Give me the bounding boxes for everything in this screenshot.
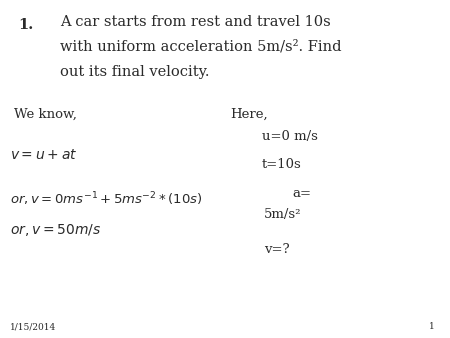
- Text: $or, v=0ms^{-1}+5ms^{-2}*(10s)$: $or, v=0ms^{-1}+5ms^{-2}*(10s)$: [10, 190, 202, 208]
- Text: We know,: We know,: [14, 108, 77, 121]
- Text: v=?: v=?: [264, 243, 290, 256]
- Text: 5m/s²: 5m/s²: [264, 208, 302, 221]
- Text: a=: a=: [292, 187, 311, 200]
- Text: t=10s: t=10s: [262, 158, 302, 171]
- Text: $or, v=50m/s$: $or, v=50m/s$: [10, 222, 101, 238]
- Text: A car starts from rest and travel 10s: A car starts from rest and travel 10s: [60, 15, 331, 29]
- Text: out its final velocity.: out its final velocity.: [60, 65, 210, 79]
- Text: u=0 m/s: u=0 m/s: [262, 130, 318, 143]
- Text: 1.: 1.: [18, 18, 33, 32]
- Text: 1: 1: [429, 322, 435, 331]
- Text: 1/15/2014: 1/15/2014: [10, 322, 56, 331]
- Text: with uniform acceleration 5m/s². Find: with uniform acceleration 5m/s². Find: [60, 40, 342, 54]
- Text: Here,: Here,: [230, 108, 268, 121]
- Text: $v=u+at$: $v=u+at$: [10, 148, 77, 162]
